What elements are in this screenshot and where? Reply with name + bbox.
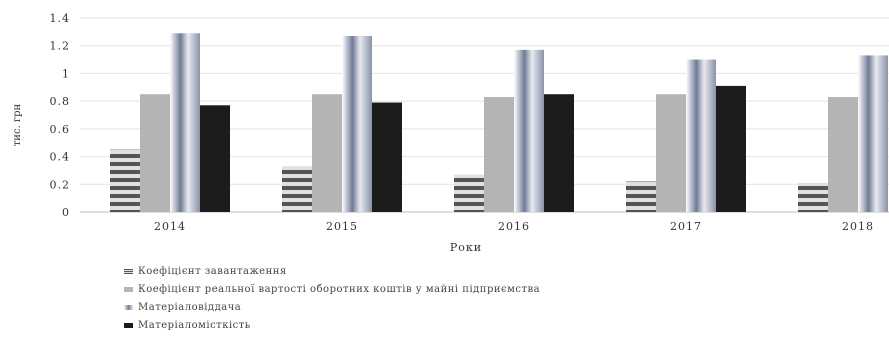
legend-swatch <box>124 268 133 274</box>
x-tick-label: 2017 <box>670 220 702 233</box>
legend-swatch <box>124 304 133 310</box>
bar <box>798 182 828 212</box>
bar <box>454 174 484 212</box>
bar <box>828 96 858 212</box>
y-tick-label: 1.2 <box>50 40 71 53</box>
legend-label: Матеріаломісткість <box>138 319 251 331</box>
bar <box>110 149 140 212</box>
y-axis-title: тис. грн <box>12 103 23 146</box>
legend-swatch <box>124 286 133 292</box>
bar <box>342 36 372 213</box>
bar <box>656 94 686 212</box>
legend-label: Коефіцієнт реальної вартості оборотних к… <box>138 283 541 295</box>
x-tick-label: 2016 <box>498 220 530 233</box>
x-axis-title: Роки <box>450 241 482 254</box>
bar <box>372 102 402 212</box>
bar <box>686 59 716 213</box>
legend-item: Коефіцієнт реальної вартості оборотних к… <box>124 280 540 298</box>
bar <box>514 49 544 212</box>
y-tick-label: 1 <box>62 67 70 80</box>
legend: Коефіцієнт завантаження Коефіцієнт реаль… <box>124 262 540 334</box>
y-tick-label: 0.6 <box>50 123 71 136</box>
x-tick-label: 2014 <box>154 220 186 233</box>
legend-item: Матеріаловіддача <box>124 298 540 316</box>
bar <box>140 94 170 212</box>
bar <box>858 55 888 212</box>
bar <box>544 94 574 212</box>
y-tick-label: 0.8 <box>50 95 71 108</box>
legend-item: Матеріаломісткість <box>124 316 540 334</box>
x-tick-label: 2018 <box>842 220 874 233</box>
bar <box>626 181 656 212</box>
bar <box>716 85 746 212</box>
y-tick-label: 1.4 <box>50 12 71 25</box>
bar <box>200 105 230 212</box>
bar <box>484 96 514 212</box>
x-tick-label: 2015 <box>326 220 358 233</box>
legend-label: Коефіцієнт завантаження <box>138 265 287 277</box>
legend-label: Матеріаловіддача <box>138 301 242 313</box>
bar <box>312 94 342 212</box>
y-tick-label: 0.2 <box>50 178 71 191</box>
y-tick-label: 0.4 <box>50 151 71 164</box>
bar <box>170 33 200 212</box>
y-tick-label: 0 <box>62 206 70 219</box>
legend-swatch <box>124 322 133 328</box>
bar <box>282 166 312 212</box>
legend-item: Коефіцієнт завантаження <box>124 262 540 280</box>
chart-svg: 0 0.2 0.4 0.6 0.8 1 1.2 1.4 2014 2015 2016 2017 2018… <box>12 12 889 254</box>
